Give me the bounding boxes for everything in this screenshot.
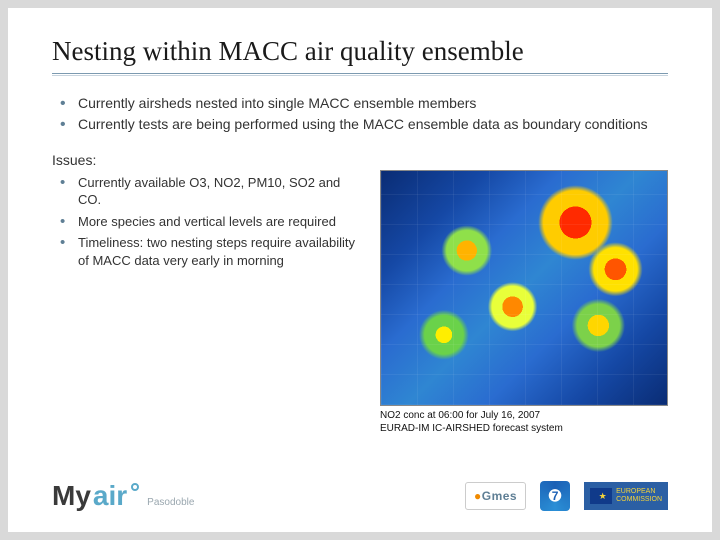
myair-logo: Myair Pasodoble [52,480,194,512]
list-item: Currently tests are being performed usin… [60,115,668,134]
figure-block: NO2 conc at 06:00 for July 16, 2007 EURA… [380,170,668,435]
eu-commission-badge: EUROPEAN COMMISSION [584,482,668,510]
eu-line: EUROPEAN [616,488,662,496]
figure-caption: NO2 conc at 06:00 for July 16, 2007 EURA… [380,410,668,435]
brand-text-air: air [93,480,127,512]
issues-bullet-list: Currently available O3, NO2, PM10, SO2 a… [60,174,360,270]
intro-bullet-list: Currently airsheds nested into single MA… [60,94,668,134]
caption-line: EURAD-IM IC-AIRSHED forecast system [380,423,668,436]
gmes-badge: ● Gmes [465,482,526,510]
page-title: Nesting within MACC air quality ensemble [52,36,668,73]
brand-subtitle: Pasodoble [147,497,194,508]
brand-text-my: My [52,480,91,512]
eu-line: COMMISSION [616,496,662,504]
gmes-label: Gmes [482,489,517,503]
fp7-badge [540,481,570,511]
caption-line: NO2 conc at 06:00 for July 16, 2007 [380,410,668,423]
footer-badges: ● Gmes EUROPEAN COMMISSION [465,481,668,511]
list-item: Currently airsheds nested into single MA… [60,94,668,113]
footer: Myair Pasodoble ● Gmes EUROPEAN COMMISSI… [52,474,668,518]
issues-heading: Issues: [52,152,668,168]
slide: Nesting within MACC air quality ensemble… [8,8,712,532]
degree-icon [131,483,139,491]
no2-concentration-map [380,170,668,406]
eu-flag-icon [590,488,612,504]
title-divider [52,73,668,76]
eu-text: EUROPEAN COMMISSION [616,488,662,503]
list-item: Timeliness: two nesting steps require av… [60,234,360,269]
list-item: More species and vertical levels are req… [60,213,360,231]
gmes-dot-icon: ● [474,489,482,503]
list-item: Currently available O3, NO2, PM10, SO2 a… [60,174,360,209]
